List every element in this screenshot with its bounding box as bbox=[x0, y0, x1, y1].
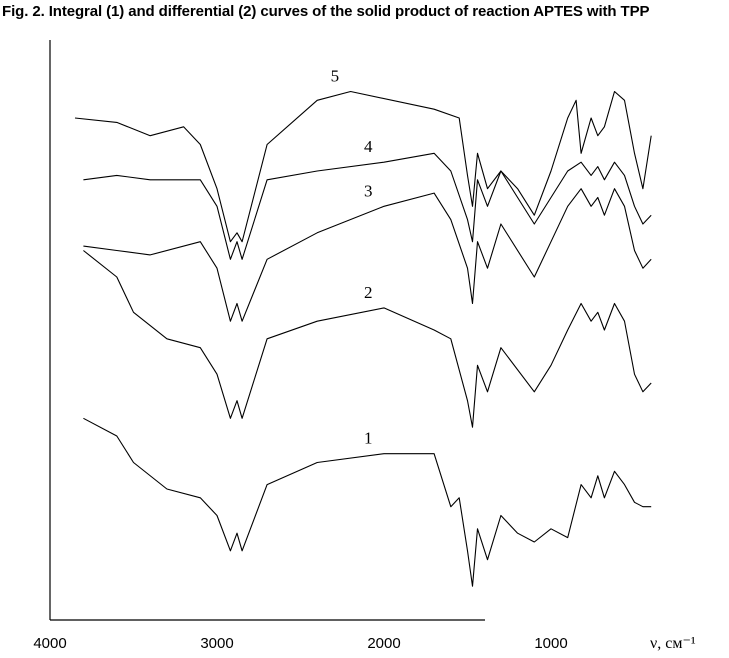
x-tick-4000: 4000 bbox=[33, 635, 66, 652]
curve-labels: 1 2 3 4 5 bbox=[331, 67, 373, 448]
curve-5 bbox=[74, 90, 652, 243]
curve-4 bbox=[83, 152, 652, 260]
curve-1 bbox=[83, 417, 652, 587]
curve-label-3: 3 bbox=[364, 181, 373, 200]
curve-label-4: 4 bbox=[364, 137, 373, 156]
figure-caption: Fig. 2. Integral (1) and differential (2… bbox=[2, 3, 650, 20]
curve-label-1: 1 bbox=[364, 429, 373, 448]
curve-3 bbox=[83, 188, 652, 322]
spectra-curves bbox=[74, 90, 652, 587]
curve-2 bbox=[83, 250, 652, 428]
x-axis-label: ν, см⁻¹ bbox=[650, 635, 696, 652]
curve-label-2: 2 bbox=[364, 283, 373, 302]
axes bbox=[49, 40, 485, 621]
x-tick-1000: 1000 bbox=[534, 635, 567, 652]
curve-label-5: 5 bbox=[331, 67, 340, 86]
x-tick-3000: 3000 bbox=[200, 635, 233, 652]
x-tick-2000: 2000 bbox=[367, 635, 400, 652]
x-tick-labels: 4000 3000 2000 1000 bbox=[33, 635, 567, 652]
